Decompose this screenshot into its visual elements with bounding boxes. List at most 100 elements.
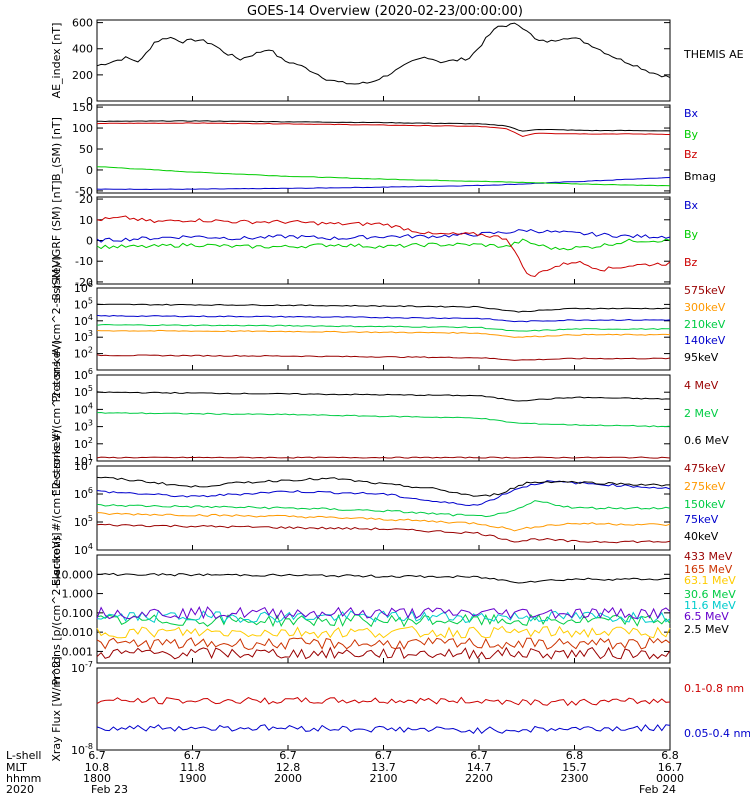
- x-tick-lshell: 6.7: [279, 749, 297, 762]
- legend-themis-ae: THEMIS AE: [683, 48, 744, 61]
- y-tick-label: 0: [86, 164, 93, 177]
- series-line-bx: [96, 177, 671, 191]
- panel-xray: 10-8 10-7 Xray Flux [W/m^2] 0.1-0.8 nm 0.05-…: [50, 656, 750, 761]
- x-row-label-l-shell: L-shell: [6, 749, 42, 762]
- y-tick-label: 101: [74, 453, 93, 468]
- legend-210kev: 210keV: [684, 318, 726, 331]
- x-row-label-2020: 2020: [6, 783, 34, 796]
- x-tick-hhmm: 2300: [561, 772, 589, 785]
- y-tick-label: 200: [72, 69, 93, 82]
- x-tick-date: Feb 24: [639, 783, 676, 796]
- legend-by: By: [684, 128, 699, 141]
- y-axis-label: Electrons #/(cm^2-s-sr-keV): [50, 340, 63, 496]
- y-tick-label: 0.001: [62, 645, 94, 658]
- x-tick-hhmm: 2200: [465, 772, 493, 785]
- x-tick-lshell: 6.7: [470, 749, 488, 762]
- y-tick-label: 600: [72, 17, 93, 30]
- x-tick-mlt: 13.7: [371, 761, 396, 774]
- x-tick-hhmm: 2100: [370, 772, 398, 785]
- y-axis-label: Electrons #/(cm^2-s-sr-keV): [50, 430, 63, 586]
- y-axis-label: B_(SM) [nT]: [50, 117, 63, 181]
- panel-frame: [96, 374, 671, 462]
- legend-275kev: 275keV: [684, 480, 726, 493]
- y-axis-label: B (SM)-IGRF (SM) [nT]: [50, 180, 63, 300]
- x-tick-mlt: 15.7: [562, 761, 587, 774]
- y-tick-label: 106: [74, 486, 93, 501]
- legend-575kev: 575keV: [684, 284, 726, 297]
- series-line-bmag: [96, 120, 671, 132]
- series-line-300kev: [96, 329, 671, 338]
- panel-electrons_lo: 104 105 106 107 Electrons #/(cm^2-s-sr-keV) 4…: [50, 430, 726, 586]
- y-tick-label: 106: [74, 280, 93, 295]
- y-tick-label: 20: [79, 193, 93, 206]
- series-line-6-5-mev: [96, 606, 671, 620]
- series-line-2-5-mev: [96, 572, 671, 584]
- y-tick-label: 107: [74, 458, 93, 473]
- series-line-433-mev: [96, 646, 671, 660]
- series-line-140kev: [96, 314, 671, 323]
- series-line-475kev: [96, 523, 671, 544]
- legend-bmag: Bmag: [684, 170, 716, 183]
- series-line-11-6-mev: [96, 610, 671, 624]
- series-line-0-6-mev: [96, 391, 671, 402]
- legend-4-mev: 4 MeV: [684, 379, 719, 392]
- panel-frame: [96, 667, 671, 751]
- x-tick-hhmm: 0000: [656, 772, 684, 785]
- y-tick-label: 104: [74, 542, 93, 557]
- legend-75kev: 75keV: [684, 513, 719, 526]
- legend-150kev: 150keV: [684, 498, 726, 511]
- legend-bx: Bx: [684, 107, 699, 120]
- figure-title: GOES-14 Overview (2020-02-23/00:00:00): [247, 4, 523, 19]
- y-axis-label: AE_index [nT]: [50, 23, 63, 99]
- series-line-210kev: [96, 323, 671, 332]
- legend-433-mev: 433 MeV: [684, 550, 733, 563]
- y-tick-label: 0.100: [62, 607, 94, 620]
- y-tick-label: 106: [74, 367, 93, 382]
- series-line-bz: [96, 215, 671, 278]
- y-tick-label: 104: [74, 313, 93, 328]
- legend-0-6-mev: 0.6 MeV: [684, 434, 729, 447]
- y-axis-label: Protons #/(cm^2-s-sr-keV): [50, 256, 63, 403]
- y-tick-label: 103: [74, 419, 93, 434]
- x-tick-mlt: 11.8: [180, 761, 205, 774]
- x-tick-lshell: 6.7: [375, 749, 393, 762]
- series-line-95kev: [96, 303, 671, 313]
- legend-140kev: 140keV: [684, 334, 726, 347]
- x-tick-hhmm: 2000: [274, 772, 302, 785]
- x-tick-mlt: 10.8: [85, 761, 110, 774]
- y-tick-label: 105: [74, 384, 93, 399]
- series-line-40kev: [96, 476, 670, 497]
- series-line-165-mev: [96, 636, 671, 651]
- y-tick-label: 1.000: [62, 588, 94, 601]
- series-line-575kev: [96, 354, 671, 361]
- y-tick-label: 10.000: [55, 568, 94, 581]
- series-line-by: [96, 238, 671, 251]
- y-tick-label: 100: [72, 122, 93, 135]
- y-tick-label: 105: [74, 514, 93, 529]
- legend-by: By: [684, 228, 699, 241]
- series-line-2-mev: [96, 411, 671, 428]
- series-line-0-05-0-4-nm: [96, 724, 671, 735]
- x-tick-mlt: 14.7: [467, 761, 492, 774]
- panel-electrons_hi: 101 102 103 104 105 106 Electrons #/(cm^2-s-sr…: [50, 340, 729, 496]
- y-tick-label: 10: [79, 214, 93, 227]
- x-tick-mlt: 16.7: [658, 761, 683, 774]
- legend-bz: Bz: [684, 256, 698, 269]
- series-line-63-1-mev: [96, 625, 671, 639]
- y-tick-label: 10-8: [71, 742, 93, 757]
- legend-bx: Bx: [684, 199, 699, 212]
- legend-2-mev: 2 MeV: [684, 407, 719, 420]
- y-tick-label: 103: [74, 329, 93, 344]
- legend-300kev: 300keV: [684, 301, 726, 314]
- x-tick-hhmm: 1800: [83, 772, 111, 785]
- panel-frame: [96, 196, 671, 285]
- y-tick-label: 400: [72, 43, 93, 56]
- panel-bsm: -50 0 50 100 150 B_(SM) [nT] Bx By Bz Bmag: [50, 101, 716, 198]
- y-tick-label: 102: [74, 436, 93, 451]
- legend-63-1-mev: 63.1 MeV: [684, 574, 736, 587]
- y-tick-label: 102: [74, 346, 93, 361]
- x-tick-lshell: 6.8: [661, 749, 679, 762]
- legend-2-5-mev: 2.5 MeV: [684, 623, 729, 636]
